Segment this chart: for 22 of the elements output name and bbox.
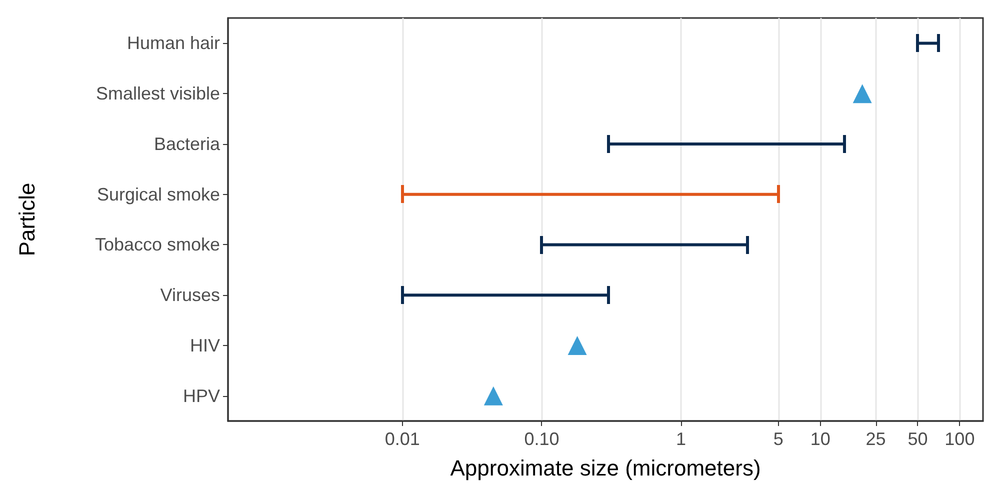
y-tick-label: Bacteria	[154, 134, 221, 154]
bar	[402, 294, 608, 297]
x-tick-label: 25	[866, 429, 886, 449]
y-tick-label: HPV	[182, 386, 220, 406]
bar	[608, 142, 845, 146]
x-tick-label: 50	[908, 429, 928, 449]
x-tick-label: 5	[773, 429, 784, 449]
y-tick-label: Viruses	[160, 285, 220, 306]
y-tick-label: Smallest visible	[96, 84, 220, 104]
x-tick-label: 10	[810, 429, 830, 449]
y-axis-title: Particle	[14, 182, 40, 256]
bar	[542, 243, 748, 246]
x-tick-label: 100	[944, 429, 975, 449]
y-tick-label: Human hair	[126, 33, 220, 54]
bar	[402, 192, 778, 196]
y-tick-label: Tobacco smoke	[94, 234, 220, 255]
x-axis-title: Approximate size (micrometers)	[450, 456, 761, 480]
y-tick-label: Surgical smoke	[96, 184, 220, 204]
x-tick-label: 1	[676, 429, 686, 449]
x-tick-label: 0.10	[524, 429, 560, 449]
x-tick-label: 0.01	[384, 429, 420, 449]
y-tick-label: HIV	[190, 335, 220, 356]
